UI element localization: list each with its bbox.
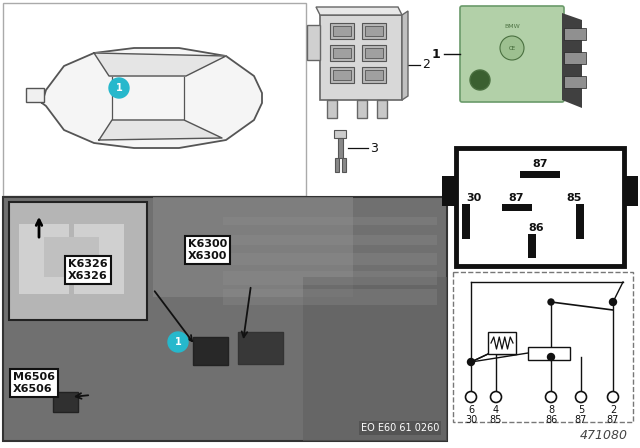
Bar (335, 158, 339, 172)
Bar (442, 176, 456, 206)
Bar (223, 253, 437, 265)
Polygon shape (94, 53, 226, 76)
Text: K6326
X6326: K6326 X6326 (68, 259, 108, 281)
Text: 1: 1 (116, 83, 122, 93)
FancyBboxPatch shape (460, 6, 564, 102)
Text: 5: 5 (578, 405, 584, 415)
Bar (238, 332, 283, 364)
Bar (528, 234, 536, 258)
Text: 8: 8 (548, 405, 554, 415)
Bar (624, 176, 638, 206)
Bar (338, 138, 343, 158)
Polygon shape (402, 11, 408, 100)
Bar (330, 45, 354, 61)
Text: K6300
X6300: K6300 X6300 (188, 239, 227, 261)
Bar (576, 204, 584, 239)
Polygon shape (562, 13, 582, 108)
Text: 87: 87 (508, 193, 524, 203)
Bar (333, 70, 351, 80)
Circle shape (548, 299, 554, 305)
Text: 85: 85 (490, 415, 502, 425)
Bar (3, 3, 306, 196)
Bar (330, 67, 354, 83)
Circle shape (465, 392, 477, 402)
Circle shape (490, 392, 502, 402)
Bar (320, 15, 402, 100)
Bar (502, 204, 532, 211)
Text: 3: 3 (370, 142, 378, 155)
Bar (564, 28, 586, 40)
Bar (365, 26, 383, 36)
Polygon shape (99, 120, 222, 140)
Bar (362, 67, 386, 83)
Bar (362, 45, 386, 61)
Text: 2: 2 (610, 405, 616, 415)
Bar (153, 197, 353, 297)
Circle shape (500, 36, 524, 60)
Bar (342, 158, 346, 172)
Bar (26, 88, 44, 102)
Bar (365, 70, 383, 80)
Text: 86: 86 (545, 415, 557, 425)
Bar (74, 224, 124, 294)
Bar (223, 217, 437, 225)
Bar (19, 224, 69, 294)
Text: 471080: 471080 (580, 429, 628, 442)
Bar (303, 277, 447, 441)
Bar (453, 272, 633, 422)
Text: 1: 1 (431, 47, 440, 60)
Bar (193, 337, 228, 365)
Bar (223, 271, 437, 285)
Circle shape (575, 392, 586, 402)
Text: 87: 87 (607, 415, 619, 425)
Bar (333, 48, 351, 58)
Circle shape (609, 298, 616, 306)
Bar (357, 100, 367, 118)
Bar (333, 26, 351, 36)
Bar (9, 202, 147, 320)
Bar (44, 237, 99, 277)
Text: 30: 30 (467, 193, 482, 203)
Bar (528, 347, 570, 360)
Polygon shape (42, 48, 262, 148)
Circle shape (545, 392, 557, 402)
Circle shape (547, 353, 554, 361)
Bar (564, 76, 586, 88)
Text: 2: 2 (422, 59, 430, 72)
Bar (462, 204, 470, 239)
Bar (488, 332, 516, 354)
Text: 86: 86 (528, 223, 544, 233)
Text: CE: CE (508, 46, 516, 51)
Bar (456, 148, 624, 266)
Bar (307, 25, 320, 60)
Polygon shape (316, 7, 402, 15)
Text: 6: 6 (468, 405, 474, 415)
Text: 87: 87 (575, 415, 587, 425)
Circle shape (467, 358, 474, 366)
Bar (330, 23, 354, 39)
Text: EO E60 61 0260: EO E60 61 0260 (360, 423, 439, 433)
Bar (564, 52, 586, 64)
Text: M6506
X6506: M6506 X6506 (13, 372, 55, 394)
Text: 30: 30 (465, 415, 477, 425)
Bar (520, 171, 560, 178)
Bar (327, 100, 337, 118)
Text: 4: 4 (493, 405, 499, 415)
Text: 85: 85 (566, 193, 582, 203)
Circle shape (470, 70, 490, 90)
Bar (3, 197, 447, 441)
Text: 87: 87 (532, 159, 548, 169)
Circle shape (109, 78, 129, 98)
Circle shape (607, 392, 618, 402)
Bar (362, 23, 386, 39)
Circle shape (168, 332, 188, 352)
Bar (377, 100, 387, 118)
Bar (223, 235, 437, 245)
Text: 1: 1 (175, 337, 181, 347)
Bar (53, 392, 78, 412)
Bar (365, 48, 383, 58)
Text: BMW: BMW (504, 23, 520, 29)
Bar (223, 289, 437, 305)
Bar (334, 130, 346, 138)
